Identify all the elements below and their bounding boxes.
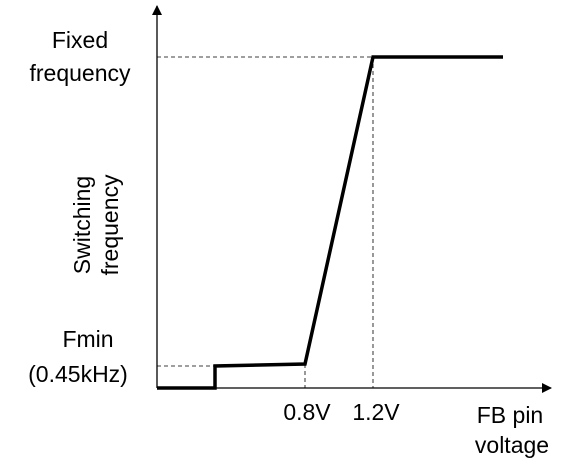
guides: [157, 56, 374, 388]
top-label: Fixed: [52, 27, 108, 53]
x-tick-label: 0.8V: [283, 399, 331, 425]
axes: [152, 5, 552, 393]
y-axis-title: Switching: [69, 176, 95, 274]
x-axis-title: FB pin: [477, 402, 543, 428]
bottom-label: (0.45kHz): [28, 361, 128, 387]
x-tick-label: 1.2V: [352, 399, 400, 425]
frequency-curve: [157, 55, 503, 390]
x-axis-title: voltage: [475, 432, 549, 458]
y-axis-title: frequency: [97, 174, 123, 276]
top-label: frequency: [29, 60, 131, 86]
bottom-label: Fmin: [62, 326, 113, 352]
